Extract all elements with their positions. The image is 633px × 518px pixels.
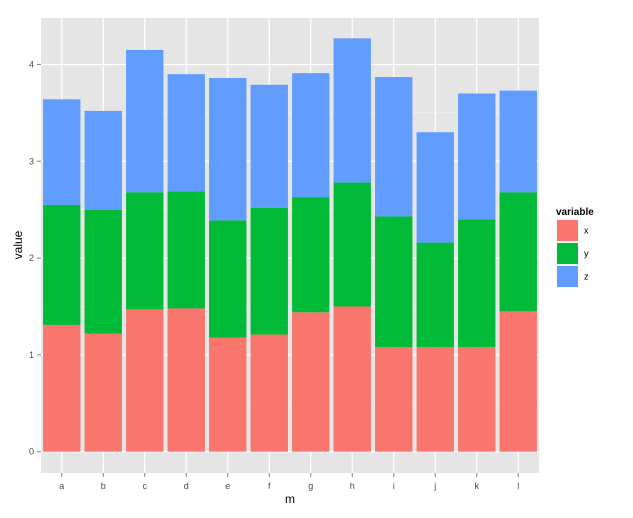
bar-j-z <box>416 132 454 243</box>
bar-b-z <box>84 110 122 210</box>
x-axis-title: m <box>285 492 295 506</box>
x-tick-label: c <box>143 481 148 491</box>
bar-j-y <box>416 242 454 348</box>
legend-label-y: y <box>584 249 589 259</box>
x-tick-label: h <box>350 481 355 491</box>
bar-f-y <box>250 207 288 335</box>
x-tick-label: k <box>475 481 480 491</box>
bar-e-y <box>209 220 247 338</box>
x-tick-label: a <box>59 481 64 491</box>
x-tick-label: e <box>225 481 230 491</box>
bar-c-z <box>126 49 164 193</box>
legend-swatch-z <box>557 266 578 287</box>
x-tick-label: b <box>101 481 106 491</box>
bar-d-y <box>167 191 205 309</box>
bar-g-z <box>292 73 330 198</box>
bar-j-x <box>416 347 454 452</box>
legend-title: variable <box>556 207 594 218</box>
bar-f-x <box>250 334 288 452</box>
bar-c-y <box>126 192 164 310</box>
bar-i-y <box>375 216 413 348</box>
bar-l-z <box>499 90 537 193</box>
bar-e-x <box>209 337 247 452</box>
legend-swatch-y <box>557 243 578 264</box>
bar-i-x <box>375 347 413 452</box>
bar-i-z <box>375 77 413 217</box>
plot-panel <box>41 18 539 473</box>
legend-label-z: z <box>584 272 589 282</box>
bar-l-x <box>499 311 537 452</box>
x-tick-label: f <box>268 481 271 491</box>
x-tick-label: l <box>517 481 519 491</box>
x-tick-label: j <box>433 481 436 491</box>
bar-k-y <box>458 219 496 348</box>
y-tick-label: 2 <box>29 253 34 263</box>
bars-layer <box>43 38 537 452</box>
bar-h-z <box>333 38 371 183</box>
bar-k-z <box>458 93 496 220</box>
bar-e-z <box>209 78 247 221</box>
y-axis: 0 1 2 3 4 <box>29 59 41 457</box>
bar-h-x <box>333 306 371 452</box>
legend-swatch-x <box>557 220 578 241</box>
bar-a-y <box>43 204 81 325</box>
bar-l-y <box>499 192 537 312</box>
y-tick-label: 0 <box>29 447 34 457</box>
legend-label-x: x <box>584 226 589 236</box>
x-tick-label: g <box>308 481 313 491</box>
x-tick-label: i <box>393 481 395 491</box>
bar-k-x <box>458 347 496 452</box>
y-tick-label: 1 <box>29 350 34 360</box>
bar-b-x <box>84 333 122 452</box>
x-tick-label: d <box>184 481 189 491</box>
legend: variable x y z <box>555 207 594 289</box>
bar-h-y <box>333 182 371 307</box>
bar-a-z <box>43 99 81 205</box>
y-tick-label: 3 <box>29 156 34 166</box>
bar-f-z <box>250 84 288 208</box>
bar-a-x <box>43 324 81 452</box>
bar-d-z <box>167 74 205 192</box>
y-tick-label: 4 <box>29 59 34 69</box>
bar-c-x <box>126 309 164 452</box>
y-axis-title: value <box>11 230 25 259</box>
bar-b-y <box>84 209 122 334</box>
bar-d-x <box>167 308 205 452</box>
bar-g-x <box>292 312 330 452</box>
x-axis: a b c d e f g h i j k l <box>59 473 519 491</box>
bar-g-y <box>292 197 330 313</box>
grid-minor-lines <box>41 112 539 404</box>
